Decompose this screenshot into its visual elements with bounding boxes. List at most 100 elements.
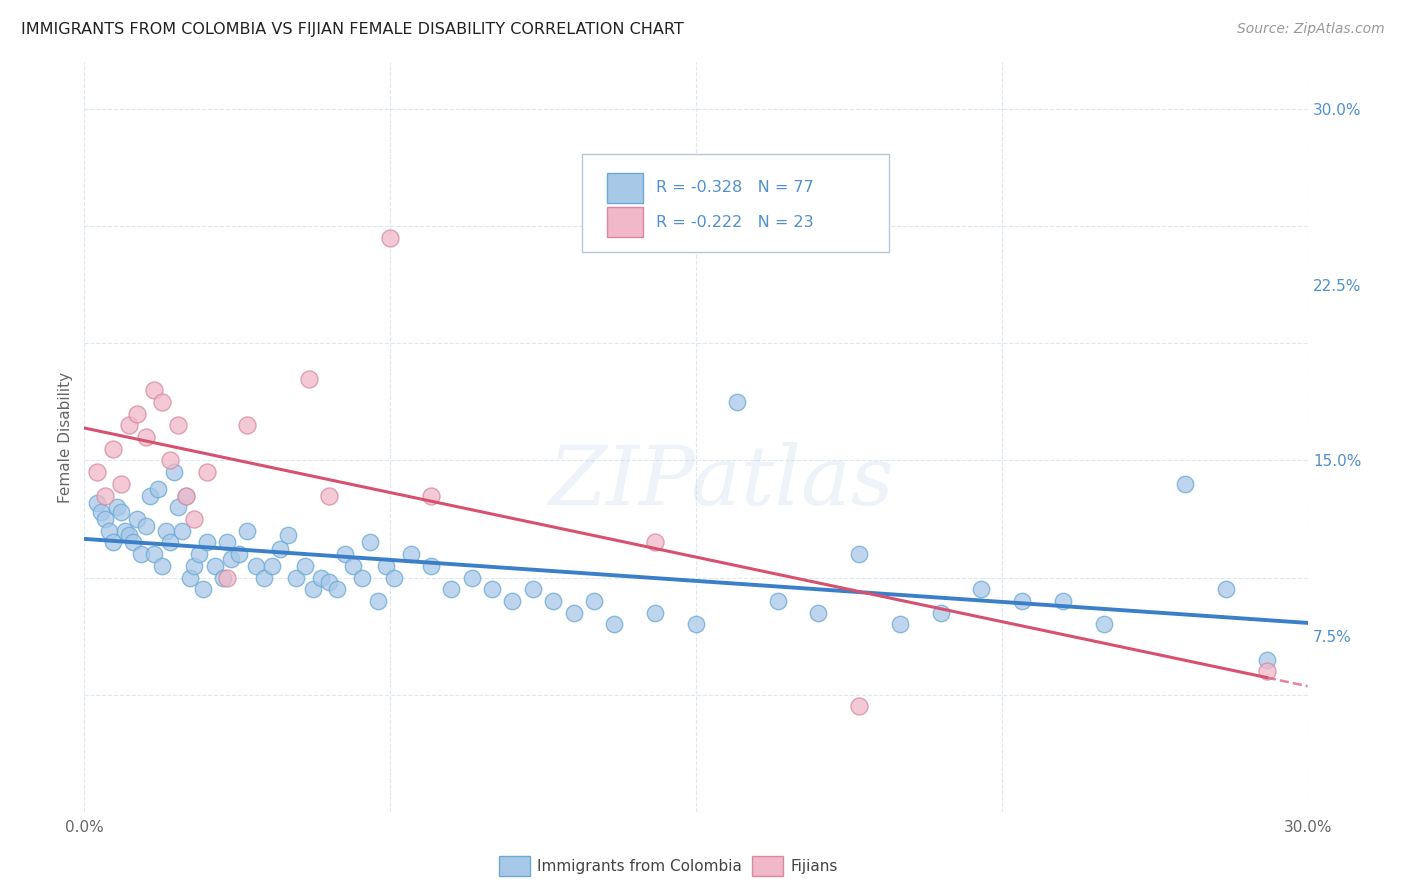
Point: [179, 571, 201, 585]
Point: [253, 571, 276, 585]
Point: [277, 528, 299, 542]
Point: [644, 606, 666, 620]
Point: [318, 489, 340, 503]
Point: [155, 524, 177, 538]
Point: [127, 407, 149, 421]
Point: [359, 535, 381, 549]
Point: [929, 606, 952, 620]
Point: [236, 418, 259, 433]
Point: [167, 500, 190, 515]
Point: [326, 582, 349, 597]
Text: ZIPatlas: ZIPatlas: [548, 442, 893, 522]
Point: [114, 524, 136, 538]
Point: [1092, 617, 1115, 632]
Point: [150, 395, 173, 409]
FancyBboxPatch shape: [582, 153, 889, 252]
Point: [118, 418, 141, 433]
Point: [93, 512, 117, 526]
Point: [138, 489, 160, 503]
Point: [142, 547, 165, 561]
Point: [399, 547, 422, 561]
Point: [543, 594, 565, 608]
Point: [294, 558, 316, 573]
Point: [350, 571, 373, 585]
Point: [603, 617, 626, 632]
Point: [848, 547, 870, 561]
Point: [217, 571, 239, 585]
Point: [440, 582, 463, 597]
Text: Immigrants from Colombia: Immigrants from Colombia: [537, 859, 742, 873]
Point: [481, 582, 503, 597]
Point: [766, 594, 789, 608]
Text: R = -0.328   N = 77: R = -0.328 N = 77: [655, 180, 813, 195]
Point: [380, 231, 402, 245]
Point: [335, 547, 357, 561]
Point: [118, 528, 141, 542]
Point: [150, 558, 173, 573]
FancyBboxPatch shape: [606, 172, 644, 202]
Point: [163, 465, 186, 479]
Point: [420, 489, 443, 503]
Point: [159, 535, 181, 549]
Point: [1256, 664, 1278, 678]
Point: [142, 384, 165, 398]
Point: [1215, 582, 1237, 597]
Point: [583, 594, 606, 608]
Point: [122, 535, 145, 549]
Point: [86, 465, 108, 479]
Point: [685, 617, 707, 632]
Point: [217, 535, 239, 549]
Point: [309, 571, 332, 585]
Point: [219, 551, 242, 566]
Point: [195, 465, 218, 479]
Point: [228, 547, 250, 561]
Point: [367, 594, 389, 608]
Point: [174, 489, 197, 503]
Point: [90, 505, 112, 519]
Point: [889, 617, 911, 632]
Point: [644, 535, 666, 549]
Point: [298, 371, 321, 385]
Text: Source: ZipAtlas.com: Source: ZipAtlas.com: [1237, 22, 1385, 37]
Point: [101, 442, 124, 456]
Point: [135, 430, 157, 444]
Point: [269, 542, 291, 557]
Point: [285, 571, 308, 585]
Point: [375, 558, 398, 573]
Point: [245, 558, 267, 573]
Point: [110, 476, 132, 491]
Point: [420, 558, 443, 573]
Text: R = -0.222   N = 23: R = -0.222 N = 23: [655, 215, 813, 229]
Point: [562, 606, 585, 620]
Point: [212, 571, 235, 585]
Point: [187, 547, 209, 561]
Point: [1052, 594, 1074, 608]
Point: [1011, 594, 1033, 608]
Point: [97, 524, 120, 538]
Point: [105, 500, 128, 515]
FancyBboxPatch shape: [606, 207, 644, 237]
Point: [970, 582, 993, 597]
Point: [318, 575, 340, 590]
Point: [131, 547, 153, 561]
Point: [848, 699, 870, 714]
Y-axis label: Female Disability: Female Disability: [58, 371, 73, 503]
Point: [204, 558, 226, 573]
Point: [342, 558, 364, 573]
Point: [110, 505, 132, 519]
Point: [159, 453, 181, 467]
Point: [101, 535, 124, 549]
Point: [382, 571, 405, 585]
Point: [725, 395, 748, 409]
Text: Fijians: Fijians: [790, 859, 838, 873]
Point: [1256, 652, 1278, 666]
Point: [93, 489, 117, 503]
Point: [135, 519, 157, 533]
Point: [86, 496, 108, 510]
Point: [260, 558, 283, 573]
Point: [502, 594, 524, 608]
Point: [146, 482, 169, 496]
Point: [301, 582, 323, 597]
Point: [522, 582, 544, 597]
Point: [183, 512, 205, 526]
